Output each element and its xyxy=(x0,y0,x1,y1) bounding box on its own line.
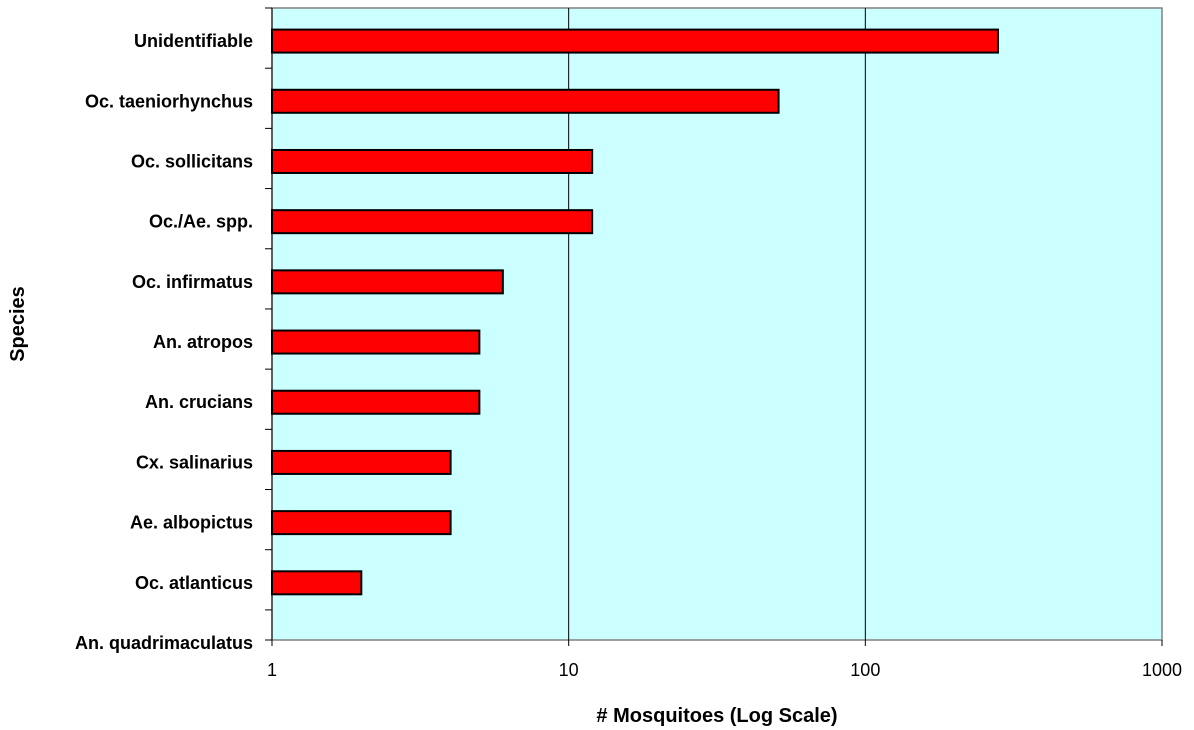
bar xyxy=(271,570,363,596)
bar xyxy=(271,148,594,174)
category-label: An. quadrimaculatus xyxy=(75,633,253,653)
x-axis-title: # Mosquitoes (Log Scale) xyxy=(596,705,837,727)
x-tick-label: 10 xyxy=(559,660,579,680)
category-label: Oc. sollicitans xyxy=(131,151,253,171)
bar xyxy=(271,510,452,536)
x-tick-label: 1 xyxy=(267,660,277,680)
category-label: Cx. salinarius xyxy=(136,452,253,472)
y-axis: Unidentifiable Oc. taeniorhynchus Oc. soll… xyxy=(75,7,273,653)
bar xyxy=(271,329,481,355)
bar xyxy=(271,88,780,114)
category-label: An. crucians xyxy=(145,392,253,412)
category-label: An. atropos xyxy=(153,332,253,352)
bar xyxy=(271,269,504,295)
bar xyxy=(271,209,594,235)
category-label: Ae. albopictus xyxy=(130,513,253,533)
category-label: Oc./Ae. spp. xyxy=(149,212,253,232)
category-label: Oc. taeniorhynchus xyxy=(85,91,253,111)
x-tick-label: 1000 xyxy=(1142,660,1182,680)
bar xyxy=(271,28,999,54)
category-label: Oc. infirmatus xyxy=(132,272,253,292)
x-axis: 1 10 100 1000 xyxy=(267,640,1182,680)
bar xyxy=(271,389,481,415)
x-tick-label: 100 xyxy=(850,660,880,680)
bar xyxy=(271,449,452,475)
category-label: Oc. atlanticus xyxy=(135,573,253,593)
category-label: Unidentifiable xyxy=(134,31,253,51)
y-axis-title: Species xyxy=(7,286,29,362)
